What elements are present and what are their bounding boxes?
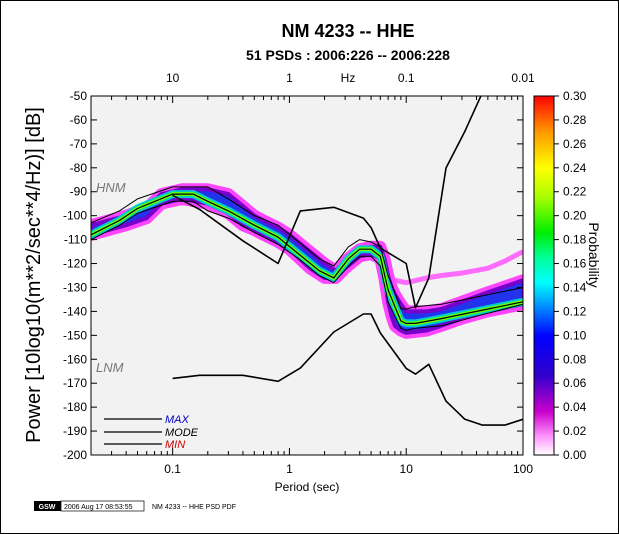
colorbar-ticks: 0.30 0.28 0.26 0.24 0.22 0.20 0.18 0.16 0.14 0.12… [554,89,587,462]
top-axis-label: Hz [341,71,356,85]
y-axis-label: Power [10log10(m**2/sec**4/Hz)] [dB] [23,107,45,443]
x-axis-label: Period (sec) [275,480,340,494]
colorbar-tick-label: 0.04 [563,400,587,414]
curves [91,96,523,426]
colorbar-tick-label: 0.06 [563,376,587,390]
colorbar-tick-label: 0.16 [563,257,587,271]
footer-timestamp-box [60,500,145,512]
colorbar-tick-label: 0.20 [563,209,587,223]
y-tick-label: -130 [63,280,87,294]
x-tick-label: 100 [513,462,533,476]
x-tick-label: 10 [400,462,414,476]
colorbar-tick-label: 0.18 [563,233,587,247]
colorbar-tick-label: 0.10 [563,328,587,342]
y-tick-label: -200 [63,448,87,462]
colorbar-label: Probability [586,222,602,287]
y-tick-label: -100 [63,209,87,223]
y-tick-label: -90 [70,185,88,199]
colorbar [533,95,555,456]
top-tick-label: 0.1 [398,71,415,85]
x-tick-label: 1 [286,462,293,476]
footer-logo-text: GSW [39,504,56,511]
y-tick-label: -140 [63,304,87,318]
colorbar-tick-label: 0.14 [563,280,587,294]
top-tick-label: 0.01 [511,71,535,85]
footer-logo [34,501,61,511]
y-tick-label: -160 [63,352,87,366]
chart-title: NM 4233 -- HHE [281,21,414,41]
legend: MAX MODE MIN [104,414,199,451]
plot-frame [90,95,524,456]
colorbar-tick-label: 0.00 [563,448,587,462]
colorbar-tick-label: 0.22 [563,185,587,199]
footer-caption: NM 4233 -- HHE PSD PDF [152,504,236,511]
y-tick-label: -170 [63,376,87,390]
colorbar-tick-label: 0.02 [563,424,587,438]
annotation-hnm: HNM [96,180,126,195]
y-tick-label: -80 [70,161,88,175]
x-tick-label: 0.1 [164,462,181,476]
colorbar-tick-label: 0.28 [563,113,587,127]
y-axis: -50 -60 -70 -80 -90 -100 -110 -120 -130 -140 -150 -… [63,89,523,462]
y-tick-label: -180 [63,400,87,414]
legend-label-max: MAX [165,414,190,426]
top-tick-label: 1 [286,71,293,85]
colorbar-tick-label: 0.12 [563,304,587,318]
top-tick-label: 10 [166,71,180,85]
mode-curve [91,193,523,324]
lnm-curve [172,313,523,426]
footer-timestamp: 2006 Aug 17 08:53:55 [64,504,133,511]
top-axis: 10 1 0.1 0.01 [90,71,535,103]
annotation-lnm: LNM [96,360,124,375]
colorbar-tick-label: 0.30 [563,89,587,103]
colorbar-tick-label: 0.26 [563,137,587,151]
y-tick-label: -120 [63,257,87,271]
y-tick-label: -110 [64,233,87,247]
min-curve [91,200,523,331]
chart-subtitle: 51 PSDs : 2006:226 -- 2006:228 [246,47,450,63]
max-curve [91,186,523,310]
y-tick-label: -190 [63,424,87,438]
legend-label-mode: MODE [165,427,199,439]
y-tick-label: -150 [63,328,87,342]
y-tick-label: -60 [70,113,88,127]
x-axis: 0.1 1 10 100 [90,448,533,476]
y-tick-label: -70 [70,137,88,151]
legend-label-min: MIN [165,439,185,451]
footer: GSW 2006 Aug 17 08:53:55 NM 4233 -- HHE … [34,500,236,512]
colorbar-tick-label: 0.08 [563,352,587,366]
colorbar-tick-label: 0.24 [563,161,587,175]
y-tick-label: -50 [70,89,88,103]
